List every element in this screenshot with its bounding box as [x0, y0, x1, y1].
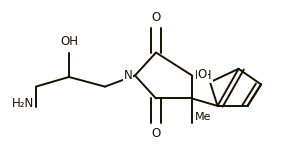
- Text: OH: OH: [60, 35, 78, 48]
- Text: H₂N: H₂N: [12, 97, 35, 110]
- Text: N: N: [124, 69, 133, 82]
- Text: O: O: [152, 11, 161, 24]
- Text: Me: Me: [195, 112, 211, 122]
- Text: O: O: [198, 68, 207, 81]
- Text: O: O: [152, 127, 161, 140]
- Text: NH: NH: [195, 69, 212, 82]
